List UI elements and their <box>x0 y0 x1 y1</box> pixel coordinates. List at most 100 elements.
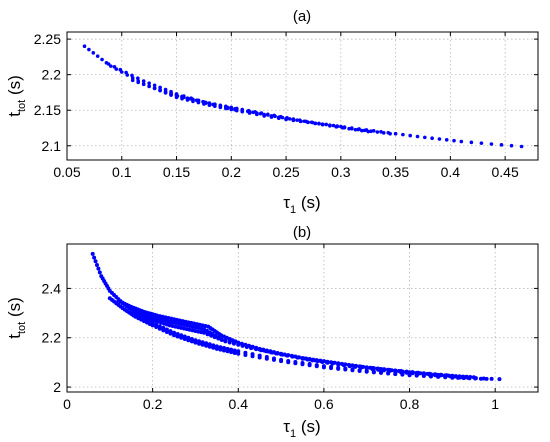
data-point <box>194 98 199 103</box>
data-point <box>376 366 381 371</box>
data-point <box>278 114 283 119</box>
data-point <box>100 57 104 62</box>
data-point <box>471 375 476 380</box>
data-point <box>379 370 383 375</box>
data-point <box>244 344 249 349</box>
data-point <box>94 262 99 267</box>
data-point <box>225 349 230 354</box>
data-point <box>415 134 420 139</box>
data-point <box>201 99 205 104</box>
x-tick-label: 0.05 <box>53 164 80 180</box>
data-point <box>331 123 336 128</box>
x-tick-label: 0 <box>63 396 71 412</box>
data-point <box>250 354 255 359</box>
data-point <box>408 133 413 138</box>
data-point <box>410 370 415 375</box>
x-tick-label: 0.45 <box>492 164 519 180</box>
data-point <box>231 341 236 346</box>
data-point <box>404 369 409 374</box>
data-point <box>362 128 367 133</box>
data-point <box>212 335 217 340</box>
data-point <box>499 143 504 147</box>
data-point <box>317 121 321 126</box>
data-point <box>240 343 245 348</box>
data-point <box>218 347 223 352</box>
data-point <box>304 119 308 124</box>
data-point <box>324 122 329 127</box>
data-point <box>229 350 234 355</box>
data-point <box>169 92 173 97</box>
data-point <box>91 51 96 55</box>
data-point <box>204 343 209 348</box>
data-point <box>253 110 257 114</box>
data-point <box>136 80 140 85</box>
data-point <box>290 354 295 359</box>
data-point <box>357 369 362 374</box>
data-point <box>240 107 245 112</box>
data-point <box>497 377 502 382</box>
data-point <box>489 376 494 381</box>
data-point <box>182 336 187 341</box>
data-point <box>416 370 421 375</box>
data-point <box>236 351 241 356</box>
data-point <box>398 369 403 374</box>
data-point <box>285 116 289 120</box>
data-point <box>444 138 449 142</box>
panel-a-points <box>82 44 524 149</box>
data-point <box>269 350 274 355</box>
data-point <box>87 47 91 52</box>
data-point <box>227 340 232 345</box>
data-point <box>95 54 100 58</box>
x-tick-label: 0.6 <box>314 396 334 412</box>
data-point <box>224 104 228 109</box>
data-point <box>259 111 264 115</box>
data-point <box>438 372 443 377</box>
data-point <box>307 363 312 368</box>
data-point <box>509 143 514 148</box>
data-point <box>393 368 398 373</box>
data-point <box>336 361 341 366</box>
data-point <box>274 351 279 356</box>
data-point <box>200 342 205 347</box>
data-point <box>407 373 412 378</box>
data-point <box>314 364 319 369</box>
panel-a-x-label: τ1 (s) <box>283 193 320 216</box>
data-point <box>92 255 97 260</box>
data-point <box>375 130 380 134</box>
data-point <box>96 266 101 271</box>
data-point <box>433 372 438 377</box>
x-tick-label: 0.25 <box>272 164 299 180</box>
data-point <box>287 117 292 121</box>
data-point <box>293 361 298 366</box>
y-tick-label: 2.4 <box>42 280 62 296</box>
data-point <box>179 335 184 340</box>
y-tick-label: 2.2 <box>42 330 62 346</box>
data-point <box>189 339 194 344</box>
data-point <box>379 129 383 134</box>
data-point <box>381 367 386 372</box>
data-point <box>214 346 219 351</box>
data-point <box>193 340 198 345</box>
data-point <box>339 124 343 129</box>
data-point <box>191 97 195 102</box>
data-point <box>329 366 334 371</box>
data-point <box>152 83 157 88</box>
data-point <box>366 129 371 134</box>
data-point <box>341 362 346 367</box>
data-point <box>161 328 166 333</box>
data-point <box>437 137 442 141</box>
data-point <box>364 365 369 370</box>
x-tick-label: 0.2 <box>222 164 242 180</box>
panel-a-axes-box <box>66 31 539 161</box>
data-point <box>310 120 315 125</box>
data-point <box>353 127 358 132</box>
data-point <box>347 126 351 131</box>
data-point <box>347 363 352 368</box>
data-point <box>371 129 376 133</box>
data-point <box>272 113 277 118</box>
data-point <box>164 329 169 334</box>
data-point <box>141 79 146 83</box>
data-point <box>90 251 95 256</box>
data-point <box>147 81 151 85</box>
